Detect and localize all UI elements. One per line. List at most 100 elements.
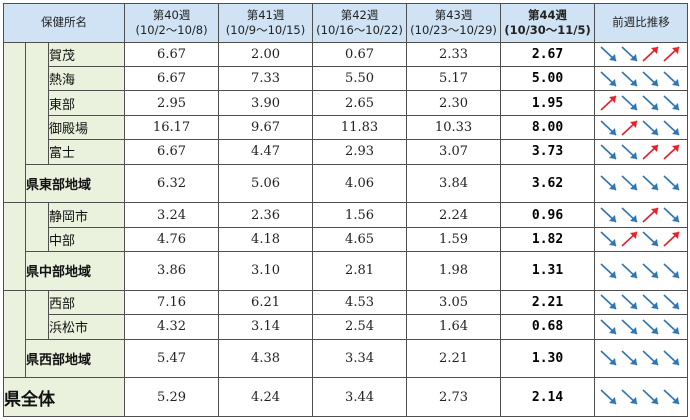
cell-w43: 2.24 <box>406 202 502 228</box>
cell-w42: 4.06 <box>312 163 408 204</box>
row-name: 御殿場 <box>47 114 126 141</box>
row-name: 熱海 <box>47 66 126 92</box>
row-name: 東部 <box>47 90 126 116</box>
cell-w43: 1.64 <box>406 314 502 340</box>
cell-w43: 1.59 <box>406 226 502 253</box>
cell-w44: 2.67 <box>500 41 596 68</box>
trend-cell <box>594 66 689 92</box>
trend-cell <box>594 251 689 291</box>
cell-w44: 3.62 <box>500 163 596 204</box>
trend-cell <box>594 226 689 253</box>
arrow-up-right-icon <box>642 46 659 62</box>
cell-w41: 4.24 <box>218 377 314 417</box>
week-range: (10/23～10/29) <box>410 22 497 37</box>
arrow-down-right-icon <box>663 263 680 279</box>
trend-arrows <box>600 119 680 136</box>
cell-w41: 2.00 <box>218 41 314 68</box>
arrow-down-right-icon <box>642 175 659 192</box>
cell-w44: 1.82 <box>500 226 596 253</box>
arrow-down-right-icon <box>642 95 659 111</box>
row-name: 西部 <box>47 289 126 316</box>
cell-w40: 6.67 <box>124 139 220 165</box>
arrow-down-right-icon <box>621 144 638 160</box>
trend-cell <box>594 289 689 316</box>
row-name: 県西部地域 <box>24 338 126 379</box>
cell-w42: 2.65 <box>312 90 408 116</box>
region-indent <box>3 41 26 204</box>
trend-cell <box>594 90 689 116</box>
cell-w40: 3.86 <box>124 251 220 291</box>
cell-w44: 1.95 <box>500 90 596 116</box>
cell-w41: 6.21 <box>218 289 314 316</box>
trend-arrows <box>600 389 680 405</box>
week-range: (10/9～10/15) <box>225 22 306 37</box>
cell-w44: 3.73 <box>500 139 596 165</box>
trend-arrows <box>600 263 680 279</box>
cell-w40: 6.32 <box>124 163 220 204</box>
cell-w41: 3.90 <box>218 90 314 116</box>
cell-w41: 9.67 <box>218 114 314 141</box>
cell-w43: 10.33 <box>406 114 502 141</box>
week-label: 第40週 <box>152 7 191 22</box>
cell-w40: 7.16 <box>124 289 220 316</box>
cell-w40: 6.67 <box>124 66 220 92</box>
arrow-up-right-icon <box>663 46 680 62</box>
trend-arrows <box>600 95 680 111</box>
cell-w44: 0.68 <box>500 314 596 340</box>
trend-cell <box>594 202 689 228</box>
row-name: 富士 <box>47 139 126 165</box>
header-week-44: 第44週 (10/30～11/5) <box>500 3 596 43</box>
header-row: 保健所名 第40週 (10/2～10/8) 第41週 (10/9～10/15) 第4… <box>2 3 689 43</box>
arrow-down-right-icon <box>642 294 659 311</box>
trend-cell <box>594 139 689 165</box>
cell-w42: 4.53 <box>312 289 408 316</box>
arrow-down-right-icon <box>600 350 617 366</box>
cell-w40: 4.32 <box>124 314 220 340</box>
trend-cell <box>594 377 689 417</box>
cell-w43: 3.05 <box>406 289 502 316</box>
trend-cell <box>594 338 689 379</box>
cell-w43: 2.73 <box>406 377 502 417</box>
region-indent <box>3 202 26 291</box>
header-name-col: 保健所名 <box>2 3 126 43</box>
cell-w42: 3.44 <box>312 377 408 417</box>
arrow-down-right-icon <box>621 46 638 62</box>
cell-w40: 5.29 <box>124 377 220 417</box>
arrow-down-right-icon <box>663 71 680 87</box>
arrow-up-right-icon <box>621 231 638 248</box>
arrow-down-right-icon <box>663 119 680 136</box>
arrow-down-right-icon <box>600 71 617 87</box>
arrow-down-right-icon <box>663 95 680 111</box>
cell-w40: 6.67 <box>124 41 220 68</box>
trend-arrows <box>600 46 680 62</box>
cell-w43: 3.07 <box>406 139 502 165</box>
arrow-down-right-icon <box>621 95 638 111</box>
arrow-down-right-icon <box>621 350 638 366</box>
trend-arrows <box>600 319 680 335</box>
arrow-down-right-icon <box>663 207 680 223</box>
table-row-region-total: 県中部地域 3.86 3.10 2.81 1.98 1.31 <box>4 251 689 291</box>
trend-arrows <box>600 231 680 248</box>
cell-w42: 2.93 <box>312 139 408 165</box>
cell-w42: 0.67 <box>312 41 408 68</box>
table-row: 西部 7.16 6.21 4.53 3.05 2.21 <box>3 289 689 379</box>
header-trend-col: 前週比推移 <box>594 3 689 43</box>
cell-w43: 2.30 <box>406 90 502 116</box>
cell-w44: 5.00 <box>500 66 596 92</box>
arrow-down-right-icon <box>600 231 617 248</box>
cell-w43: 1.98 <box>406 251 502 291</box>
table-row-region-total: 県東部地域 6.32 5.06 4.06 3.84 3.62 <box>4 163 689 204</box>
trend-cell <box>594 163 689 204</box>
cell-w41: 4.18 <box>218 226 314 253</box>
week-range: (10/2～10/8) <box>135 22 208 37</box>
cell-w42: 3.34 <box>312 338 408 379</box>
arrow-down-right-icon <box>621 319 638 335</box>
week-label: 第42週 <box>340 7 379 22</box>
arrow-down-right-icon <box>600 119 617 136</box>
arrow-down-right-icon <box>663 175 680 192</box>
row-name: 静岡市 <box>47 202 126 228</box>
header-week-41: 第41週 (10/9～10/15) <box>218 3 314 43</box>
cell-w41: 2.36 <box>218 202 314 228</box>
arrow-up-right-icon <box>600 95 617 111</box>
table-row: 浜松市 4.32 3.14 2.54 1.64 0.68 <box>4 314 689 340</box>
